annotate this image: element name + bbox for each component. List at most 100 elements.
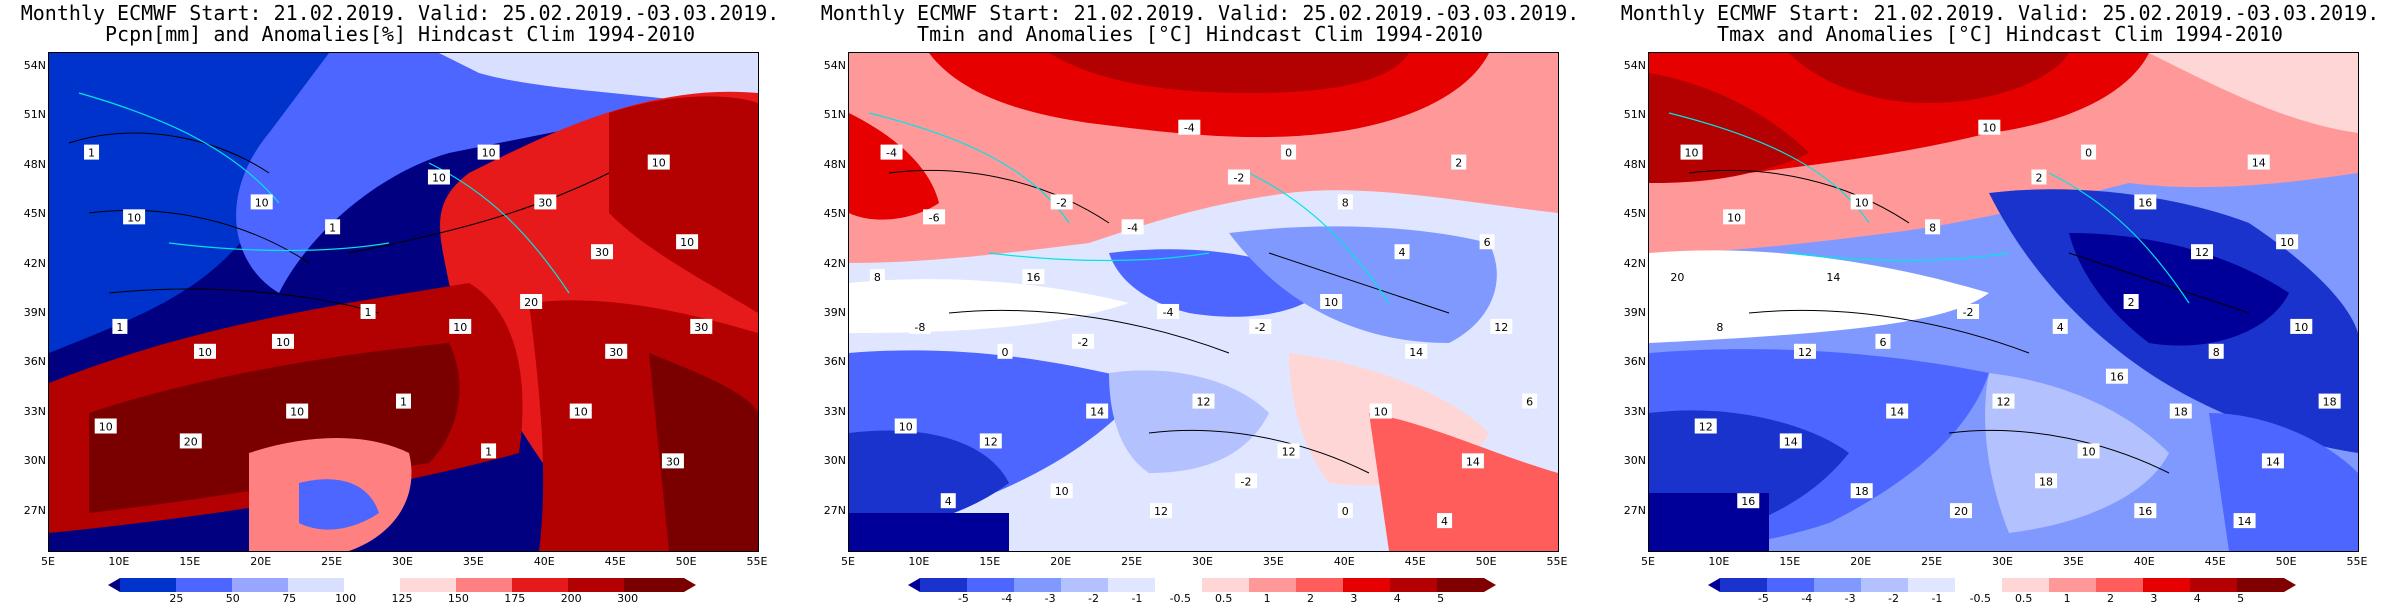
contour-label: 12 — [1277, 443, 1300, 459]
contour-label: 10 — [1850, 194, 1873, 210]
svg-text:10: 10 — [276, 336, 290, 349]
colorbar-label: 125 — [391, 592, 413, 605]
panel-title-line2: Tmin and Anomalies [°C] Hindcast Clim 19… — [917, 22, 1483, 46]
contour-label: 10 — [569, 403, 592, 419]
svg-text:16: 16 — [2110, 371, 2124, 384]
svg-text:12: 12 — [1494, 321, 1508, 334]
contour-label: 10 — [286, 403, 309, 419]
colorbar-label: 4 — [1393, 592, 1401, 605]
svg-text:1: 1 — [88, 147, 95, 160]
contour-label: -4 — [1178, 119, 1201, 135]
svg-text:2: 2 — [1455, 157, 1462, 170]
lat-tick-label: 45N — [23, 207, 46, 221]
colorbar-label: 150 — [447, 592, 469, 605]
lon-tick-label: 55E — [2346, 555, 2368, 568]
lon-tick-label: 15E — [179, 555, 201, 568]
svg-text:10: 10 — [1055, 485, 1069, 498]
colorbar-label: 5 — [1437, 592, 1445, 605]
svg-text:-4: -4 — [1184, 122, 1195, 135]
contour-label: 10 — [2290, 318, 2313, 334]
lon-tick-label: 50E — [675, 555, 697, 568]
svg-text:30: 30 — [595, 246, 609, 259]
contour-label: 12 — [979, 433, 1002, 449]
lon-tick-label: 10E — [108, 555, 130, 568]
colorbar-svg — [108, 578, 696, 592]
lon-tick-label: 20E — [1850, 555, 1872, 568]
colorbar-label: -4 — [1001, 592, 1013, 605]
lat-tick-label: 36N — [23, 355, 46, 369]
lon-tick-label: 15E — [979, 555, 1001, 568]
svg-text:1: 1 — [485, 445, 492, 458]
contour-label: 10 — [2276, 234, 2299, 250]
colorbar-label: 0.5 — [1214, 592, 1233, 605]
contour-label: 10 — [1680, 144, 1703, 160]
contour-label: -2 — [1227, 169, 1250, 185]
contour-label: 0 — [2081, 144, 2097, 160]
lon-tick-label: 30E — [1992, 555, 2013, 568]
contour-label: -2 — [1071, 333, 1094, 349]
contour-label: -2 — [1249, 318, 1272, 334]
colorbar-label: 200 — [560, 592, 582, 605]
panel-title-line2: Pcpn[mm] and Anomalies[%] Hindcast Clim … — [104, 22, 695, 46]
lon-tick-label: 25E — [321, 555, 343, 568]
colorbar-label: -4 — [1801, 592, 1813, 605]
contour-label: 16 — [2105, 368, 2128, 384]
contour-label: 30 — [605, 343, 628, 359]
map-pcpn: 1 10 10 1 10 10 30 30 10 10 1 10 10 1 10 20 30 30 10 20 10 1 1… — [49, 53, 758, 551]
lon-tick-label: 5E — [841, 555, 855, 568]
svg-text:12: 12 — [1997, 396, 2011, 409]
svg-text:10: 10 — [899, 421, 913, 434]
contour-label: 8 — [1712, 318, 1728, 334]
contour-label: 12 — [1992, 393, 2015, 409]
contour-label: -4 — [1157, 303, 1180, 319]
map-tmin: -4 -6 -2 -4 -2 0 8 4 2 6 -8 0 -2 -4 -2 10 14 12 10 12 14 12 12… — [849, 53, 1558, 551]
lat-tick-label: 42N — [23, 256, 46, 270]
svg-text:1: 1 — [365, 306, 372, 319]
colorbar — [1708, 578, 2296, 592]
lat-tick-label: 48N — [23, 157, 46, 171]
lat-tick-label: 42N — [1623, 256, 1646, 270]
contour-label: 12 — [1490, 318, 1513, 334]
contour-label: -4 — [880, 144, 903, 160]
lat-tick-label: 51N — [23, 108, 46, 122]
lon-tick-label: 30E — [392, 555, 413, 568]
lat-tick-label: 39N — [1623, 305, 1646, 319]
contour-label: 4 — [940, 493, 956, 509]
contour-label: 14 — [1086, 403, 1109, 419]
colorbar-label: -0.5 — [1169, 592, 1192, 605]
svg-text:4: 4 — [945, 495, 952, 508]
contour-label: 14 — [1779, 433, 1802, 449]
contour-label: 8 — [1925, 219, 1941, 235]
contour-label: 1 — [481, 443, 497, 459]
contour-label: 8 — [1337, 194, 1353, 210]
colorbar-label: 100 — [335, 592, 357, 605]
contour-label: 10 — [449, 318, 472, 334]
contour-label: 10 — [427, 169, 450, 185]
panel-tmin: Monthly ECMWF Start: 21.02.2019. Valid: … — [800, 0, 1600, 605]
svg-text:0: 0 — [1342, 505, 1349, 518]
map-frame: 1 10 10 1 10 10 30 30 10 10 1 10 10 1 10 20 30 30 10 20 10 1 1… — [48, 52, 759, 552]
svg-text:30: 30 — [666, 455, 680, 468]
lat-tick-label: 33N — [23, 404, 46, 418]
svg-text:10: 10 — [1727, 211, 1741, 224]
svg-text:10: 10 — [2082, 445, 2096, 458]
contour-label: 18 — [2318, 393, 2341, 409]
contour-label: 4 — [2052, 318, 2068, 334]
lat-tick-label: 51N — [1623, 108, 1646, 122]
svg-text:12: 12 — [984, 435, 998, 448]
svg-text:-2: -2 — [1241, 475, 1252, 488]
lat-tick-label: 54N — [23, 59, 46, 72]
svg-text:10: 10 — [574, 406, 588, 419]
contour-label: 2 — [2123, 294, 2139, 309]
colorbar-label: -3 — [1844, 592, 1856, 605]
svg-text:2: 2 — [2035, 172, 2042, 185]
svg-text:18: 18 — [1855, 485, 1869, 498]
contour-label: 10 — [94, 418, 117, 434]
lon-tick-label: 40E — [533, 555, 555, 568]
lon-tick-label: 20E — [250, 555, 272, 568]
svg-text:4: 4 — [2057, 321, 2064, 334]
colorbar — [108, 578, 696, 592]
contour-label: 8 — [2208, 343, 2224, 359]
contour-label: 12 — [1793, 343, 1816, 359]
svg-text:16: 16 — [2138, 505, 2152, 518]
